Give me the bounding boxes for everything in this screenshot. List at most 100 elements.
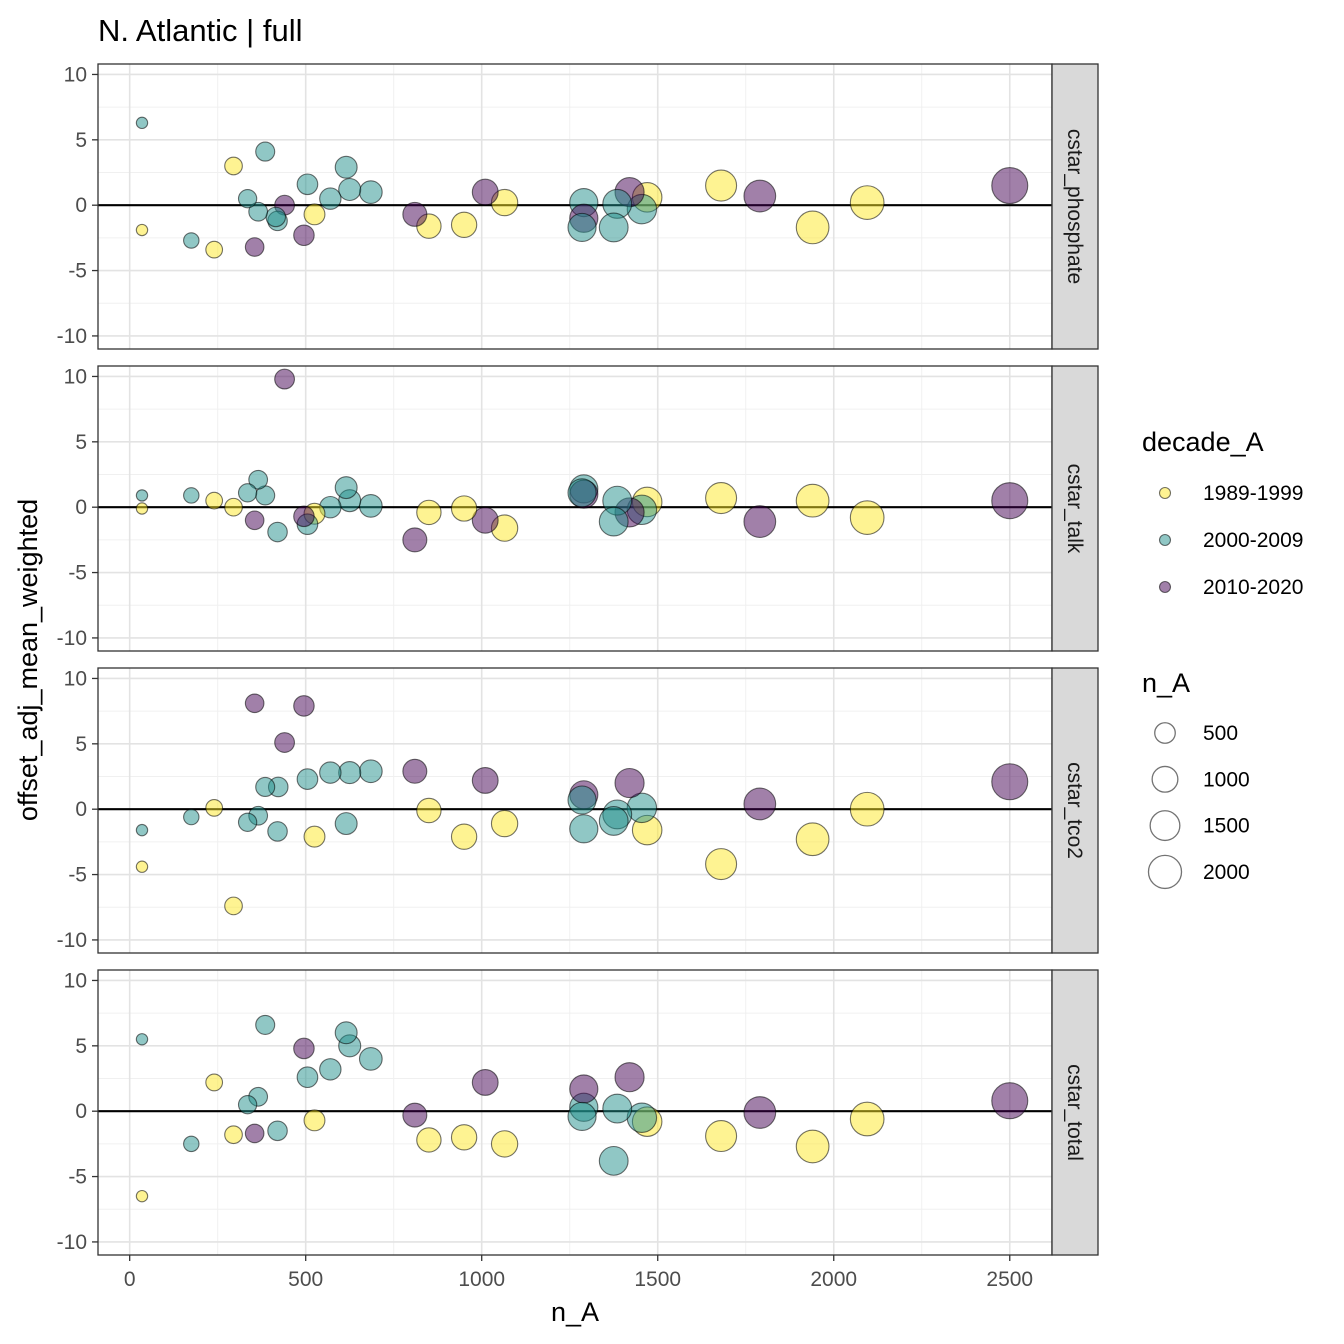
data-point — [293, 1037, 315, 1060]
data-point — [450, 823, 478, 850]
legend-color-swatch — [1158, 486, 1172, 500]
data-point — [248, 469, 269, 490]
data-point — [598, 506, 629, 537]
data-point — [274, 368, 295, 390]
data-point — [296, 768, 319, 790]
data-point — [705, 1120, 738, 1153]
y-tick-label: -5 — [68, 864, 87, 887]
data-point — [135, 823, 149, 837]
data-point — [743, 1096, 777, 1129]
data-point — [334, 155, 358, 179]
data-point — [303, 1109, 326, 1132]
data-point — [795, 1129, 830, 1164]
y-tick-label: 10 — [64, 667, 87, 690]
data-point — [402, 1102, 428, 1128]
data-point — [567, 785, 597, 815]
data-point — [567, 1101, 597, 1132]
data-point — [205, 240, 224, 259]
data-point — [849, 185, 885, 220]
data-point — [244, 237, 265, 257]
data-point — [205, 491, 224, 510]
data-point — [569, 1074, 599, 1104]
data-point — [743, 505, 777, 538]
data-point — [569, 814, 599, 844]
panel-cstar_total: -10 -5 0 5 10 cstar_total — [57, 969, 1099, 1256]
data-point — [705, 169, 738, 202]
data-point — [224, 1125, 243, 1145]
facet-panels: -10 -5 0 5 10 cstar_phosphate -10 -5 0 5 10 cstar_t… — [57, 63, 1099, 1256]
data-point — [334, 476, 358, 500]
color-legend-title: decade_A — [1142, 427, 1264, 457]
legend-size-swatch — [1149, 810, 1181, 842]
y-tick-label: 10 — [64, 969, 87, 992]
chart-title: N. Atlantic | full — [98, 13, 302, 48]
data-point — [237, 188, 258, 209]
data-point — [991, 167, 1029, 205]
data-point — [183, 808, 200, 826]
data-point — [358, 759, 383, 784]
legend-size-label: 1000 — [1203, 768, 1250, 791]
data-point — [743, 787, 777, 821]
data-point — [135, 502, 149, 515]
legend-color-swatch — [1158, 580, 1172, 594]
y-tick-label: 5 — [75, 1035, 87, 1058]
y-tick-label: 0 — [75, 496, 87, 519]
x-tick-label: 2500 — [986, 1268, 1033, 1291]
data-point — [849, 500, 885, 536]
data-point — [205, 1073, 224, 1092]
y-tick-label: 0 — [75, 798, 87, 821]
panel-cstar_phosphate: -10 -5 0 5 10 cstar_phosphate — [57, 63, 1099, 350]
data-point — [358, 494, 383, 518]
facet-strip — [1051, 63, 1099, 350]
y-tick-label: 5 — [75, 431, 87, 454]
panel-cstar_talk: -10 -5 0 5 10 cstar_talk — [57, 365, 1099, 652]
data-point — [274, 732, 295, 753]
data-point — [135, 1033, 149, 1046]
data-point — [334, 1021, 358, 1045]
legend: decade_A 1989-1999 2000-2009 2010-2020 n_A… — [1142, 427, 1303, 890]
data-point — [224, 896, 243, 916]
legend-size-swatch — [1147, 854, 1183, 890]
data-point — [402, 758, 428, 784]
data-point — [338, 761, 362, 785]
data-point — [293, 505, 315, 528]
data-point — [358, 180, 383, 204]
data-point — [244, 510, 265, 531]
data-point — [849, 1101, 885, 1137]
data-point — [338, 177, 362, 202]
legend-size-label: 500 — [1203, 722, 1238, 745]
data-point — [303, 203, 326, 226]
y-tick-label: 5 — [75, 733, 87, 756]
legend-color-swatch — [1158, 533, 1172, 547]
data-point — [602, 1093, 633, 1124]
x-tick-label: 1000 — [458, 1268, 505, 1291]
data-point — [319, 1058, 342, 1081]
data-point — [991, 1082, 1029, 1120]
facet-strip-label: cstar_total — [1063, 1064, 1086, 1161]
y-tick-label: 10 — [64, 63, 87, 86]
panel-background — [98, 366, 1052, 651]
data-point — [743, 179, 777, 213]
y-tick-label: 5 — [75, 129, 87, 152]
data-point — [183, 1135, 200, 1153]
y-tick-label: -5 — [68, 562, 87, 585]
legend-size-label: 2000 — [1203, 861, 1250, 884]
size-legend-keys: 500 1000 1500 2000 — [1147, 722, 1250, 890]
data-point — [237, 483, 258, 503]
data-point — [135, 1189, 149, 1203]
x-tick-label: 0 — [124, 1268, 136, 1291]
data-point — [567, 478, 597, 508]
data-point — [296, 173, 319, 196]
facet-strip-label: cstar_talk — [1063, 464, 1086, 554]
data-point — [991, 763, 1029, 801]
y-tick-label: -10 — [57, 627, 87, 650]
data-point — [135, 860, 149, 873]
data-point — [293, 695, 315, 717]
data-point — [319, 761, 342, 784]
y-axis-title: offset_adj_mean_weighted — [13, 499, 43, 821]
data-point — [267, 521, 288, 543]
data-point — [296, 1066, 319, 1089]
data-point — [416, 499, 442, 526]
data-point — [135, 116, 149, 130]
